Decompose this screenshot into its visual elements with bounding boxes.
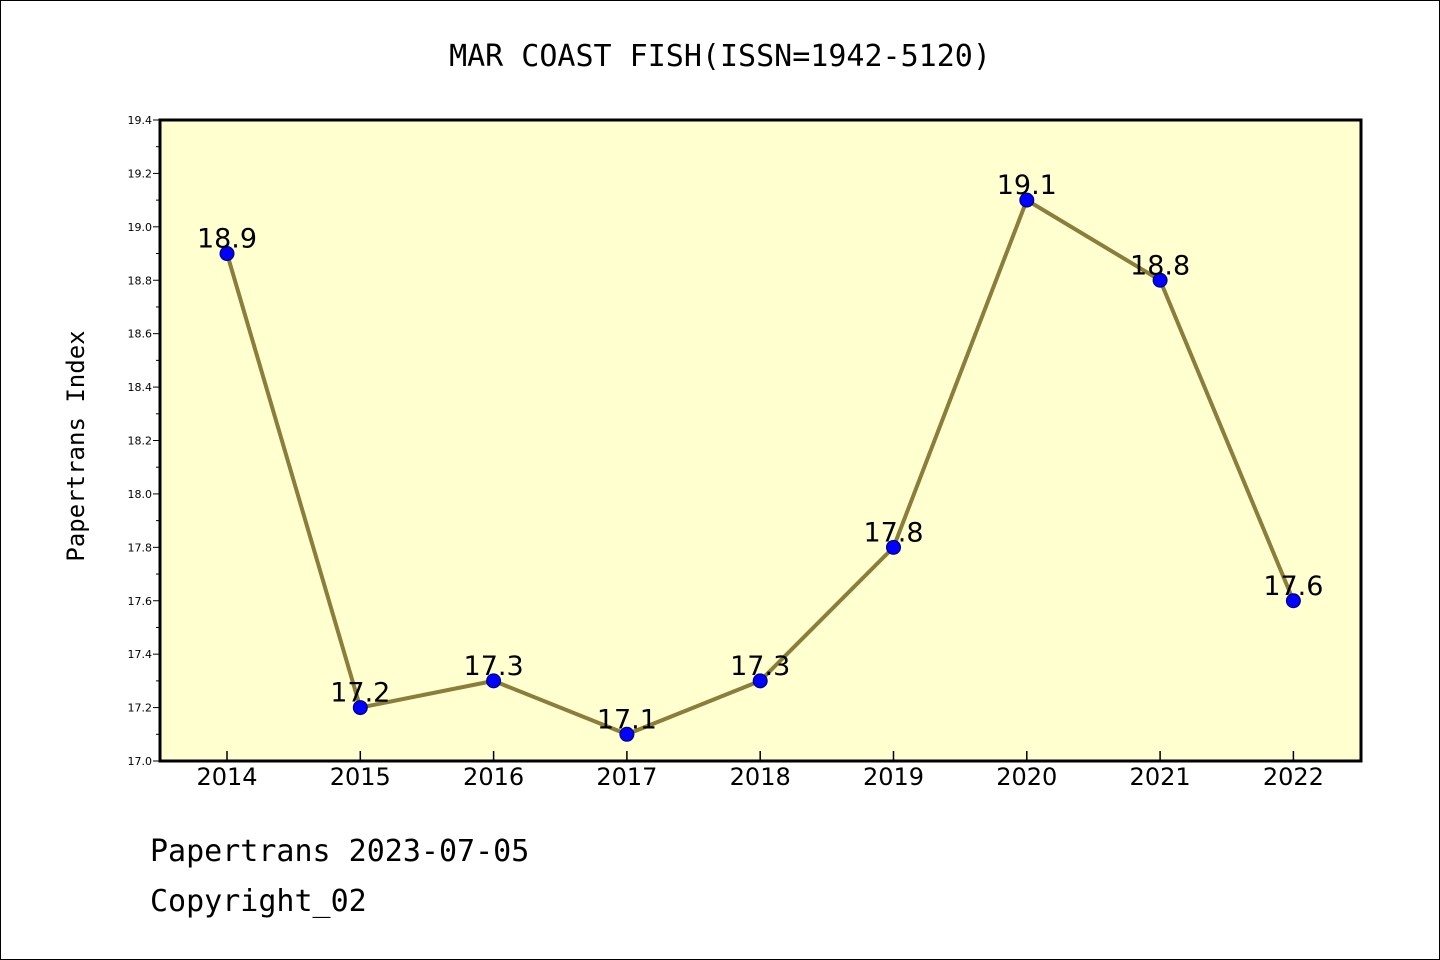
data-label: 19.1 <box>997 170 1057 201</box>
y-tick-label: 18.4 <box>128 381 153 394</box>
data-point <box>486 673 502 689</box>
y-tick-label: 18.2 <box>128 435 153 448</box>
series-line-segment <box>758 545 896 683</box>
plot-area <box>158 118 1363 763</box>
data-label: 18.8 <box>1130 250 1190 281</box>
x-axis-ticks: 2014 2015 2016 2017 2018 2019 2020 2021 2022 <box>196 751 1324 791</box>
x-tick-label: 2016 <box>463 763 524 791</box>
data-label: 17.8 <box>863 517 923 548</box>
series-line-segment <box>225 251 363 710</box>
y-tick-label: 17.0 <box>128 755 153 768</box>
data-label: 17.3 <box>730 651 790 682</box>
data-point <box>1285 593 1301 609</box>
data-point <box>1019 192 1035 208</box>
y-tick-label: 18.8 <box>128 274 153 287</box>
data-label: 17.1 <box>597 704 657 735</box>
y-tick-label: 19.0 <box>128 221 153 234</box>
x-tick-label: 2020 <box>996 763 1057 791</box>
x-tick-label: 2015 <box>330 763 391 791</box>
series-line-segment <box>1158 278 1296 603</box>
series-line-segment <box>491 678 629 737</box>
data-label: 17.3 <box>464 651 524 682</box>
y-tick-label: 19.4 <box>128 114 153 127</box>
y-axis-label: Papertrans Index <box>62 330 90 561</box>
x-tick-label: 2021 <box>1130 763 1191 791</box>
y-tick-label: 18.0 <box>128 488 153 501</box>
data-label: 18.9 <box>197 224 257 255</box>
y-tick-label: 17.8 <box>128 541 153 554</box>
footer-date: Papertrans 2023-07-05 <box>150 834 530 869</box>
y-axis-ticks: 17.0 17.2 17.4 17.6 17.8 18.0 18.2 18.4 18.6 18.8… <box>128 114 160 768</box>
footer-copyright: Copyright_02 <box>150 884 367 919</box>
data-label: 17.6 <box>1263 571 1323 602</box>
y-tick-label: 17.4 <box>128 648 153 661</box>
data-point <box>1152 272 1168 288</box>
y-tick-label: 19.2 <box>128 167 153 180</box>
data-label-group: 18.9 17.2 17.3 17.1 17.3 17.8 19.1 18.8 17.6 <box>197 170 1324 735</box>
series-line-segment <box>891 198 1029 550</box>
y-tick-label: 18.6 <box>128 328 153 341</box>
series-line-segment <box>624 678 763 737</box>
x-tick-label: 2014 <box>196 763 257 791</box>
x-tick-label: 2018 <box>730 763 791 791</box>
marker-group <box>219 192 1301 742</box>
x-tick-label: 2022 <box>1263 763 1324 791</box>
data-point <box>886 539 901 555</box>
data-point <box>219 246 235 262</box>
series-line-segment <box>1024 198 1163 283</box>
x-tick-label: 2017 <box>596 763 657 791</box>
series-line-segment <box>358 678 496 710</box>
data-point <box>619 726 635 742</box>
data-point <box>752 673 768 689</box>
x-tick-label: 2019 <box>863 763 924 791</box>
data-point <box>352 700 368 716</box>
y-tick-label: 17.2 <box>128 702 153 715</box>
y-tick-label: 17.6 <box>128 595 153 608</box>
data-label: 17.2 <box>330 678 390 709</box>
chart-title: MAR COAST FISH(ISSN=1942-5120) <box>449 39 991 74</box>
series-line-group <box>225 198 1296 737</box>
